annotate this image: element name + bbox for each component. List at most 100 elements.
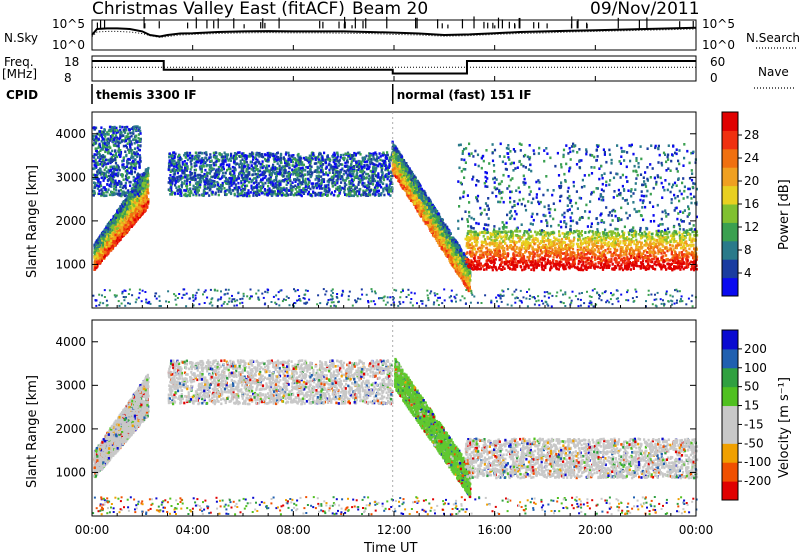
heatmap-cell [126, 226, 128, 229]
heatmap-cell [184, 180, 186, 183]
heatmap-cell [333, 152, 335, 155]
heatmap-cell [215, 151, 217, 154]
heatmap-cell [207, 183, 209, 186]
heatmap-cell [220, 190, 222, 193]
heatmap-cell [169, 179, 171, 182]
heatmap-cell [135, 189, 137, 192]
heatmap-cell [137, 144, 139, 147]
heatmap-cell [125, 187, 127, 190]
heatmap-cell [103, 194, 105, 197]
heatmap-cell [248, 195, 250, 198]
heatmap-cell [95, 135, 97, 138]
heatmap-cell [96, 150, 98, 153]
heatmap-cell [110, 239, 112, 242]
heatmap-cell [304, 173, 306, 176]
cpid-label: CPID [6, 88, 38, 102]
heatmap-cell [99, 153, 101, 156]
heatmap-cell [93, 194, 95, 197]
heatmap-cell [95, 147, 97, 150]
heatmap-cell [93, 142, 95, 145]
heatmap-cell [133, 205, 135, 208]
heatmap-cell [184, 176, 186, 179]
heatmap-cell [300, 175, 302, 178]
heatmap-cell [113, 138, 115, 141]
heatmap-cell [109, 228, 111, 231]
beam-label: Beam 20 [352, 0, 428, 19]
heatmap-cell [123, 157, 125, 160]
heatmap-cell [355, 162, 357, 165]
heatmap-cell [130, 213, 132, 216]
heatmap-cell [127, 177, 129, 180]
heatmap-cell [246, 164, 248, 167]
heatmap-cell [300, 167, 302, 170]
heatmap-cell [277, 152, 279, 155]
heatmap-cell [119, 234, 121, 237]
heatmap-cell [255, 173, 257, 176]
heatmap-cell [320, 182, 322, 185]
heatmap-cell [308, 171, 310, 174]
heatmap-cell [135, 212, 137, 215]
heatmap-cell [139, 187, 141, 190]
heatmap-cell [139, 130, 141, 133]
heatmap-cell [123, 178, 125, 181]
heatmap-cell [350, 186, 352, 189]
heatmap-cell [114, 129, 116, 132]
heatmap-cell [97, 242, 99, 245]
heatmap-cell [213, 156, 215, 159]
heatmap-cell [198, 155, 200, 158]
heatmap-cell [168, 156, 170, 159]
heatmap-cell [120, 227, 122, 230]
heatmap-cell [119, 213, 121, 216]
heatmap-cell [331, 191, 333, 194]
heatmap-cell [105, 229, 107, 232]
heatmap-cell [128, 197, 130, 200]
heatmap-cell [171, 160, 173, 163]
heatmap-cell [127, 133, 129, 136]
heatmap-cell [119, 194, 121, 197]
heatmap-cell [277, 190, 279, 193]
heatmap-cell [380, 186, 382, 189]
heatmap-cell [102, 244, 104, 247]
heatmap-cell [331, 166, 333, 169]
heatmap-cell [251, 151, 253, 154]
heatmap-cell [184, 168, 186, 171]
heatmap-cell [369, 157, 371, 160]
heatmap-cell [117, 183, 119, 186]
heatmap-cell [138, 214, 140, 217]
heatmap-cell [251, 165, 253, 168]
heatmap-cell [131, 152, 133, 155]
heatmap-cell [112, 233, 114, 236]
heatmap-cell [131, 187, 133, 190]
heatmap-cell [141, 210, 143, 213]
heatmap-cell [374, 189, 376, 192]
heatmap-cell [304, 169, 306, 172]
heatmap-cell [241, 152, 243, 155]
heatmap-cell [351, 160, 353, 163]
heatmap-cell [105, 194, 107, 197]
heatmap-cell [98, 133, 100, 136]
heatmap-cell [288, 189, 290, 192]
heatmap-cell [318, 161, 320, 164]
heatmap-cell [97, 163, 99, 166]
heatmap-cell [193, 185, 195, 188]
heatmap-cell [137, 153, 139, 156]
heatmap-cell [100, 170, 102, 173]
heatmap-cell [273, 160, 275, 163]
heatmap-cell [186, 182, 188, 185]
heatmap-cell [383, 179, 385, 182]
heatmap-cell [106, 170, 108, 173]
heatmap-cell [169, 174, 171, 177]
heatmap-cell [174, 192, 176, 195]
heatmap-cell [383, 194, 385, 197]
heatmap-cell [266, 164, 268, 167]
heatmap-cell [99, 254, 101, 257]
heatmap-cell [134, 201, 136, 204]
heatmap-cell [144, 179, 146, 182]
heatmap-cell [111, 191, 113, 194]
heatmap-cell [213, 152, 215, 155]
heatmap-cell [385, 167, 387, 170]
heatmap-cell [94, 153, 96, 156]
heatmap-cell [225, 172, 227, 175]
heatmap-cell [109, 231, 111, 234]
heatmap-cell [119, 169, 121, 172]
